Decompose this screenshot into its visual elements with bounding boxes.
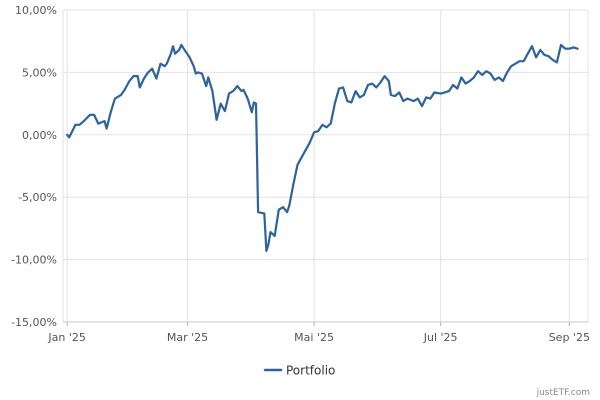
y-tick-label: 0,00% <box>22 129 57 142</box>
x-tick-label: Mai '25 <box>294 331 334 344</box>
x-tick-label: Sep '25 <box>549 331 590 344</box>
y-tick-label: -10,00% <box>11 254 57 267</box>
x-tick-label: Jul '25 <box>423 331 458 344</box>
series-line-portfolio <box>66 43 579 252</box>
x-tick-label: Jan '25 <box>47 331 85 344</box>
credit-label: justETF.com <box>536 388 590 398</box>
y-tick-label: 10,00% <box>15 4 57 17</box>
y-tick-label: -15,00% <box>11 316 57 329</box>
x-tick-label: Mar '25 <box>167 331 208 344</box>
chart-series <box>66 43 579 252</box>
legend-label[interactable]: Portfolio <box>286 364 335 378</box>
y-axis-labels: 10,00% 5,00% 0,00% -5,00% -10,00% -15,00% <box>11 4 57 329</box>
x-axis-labels: Jan '25 Mar '25 Mai '25 Jul '25 Sep '25 <box>47 331 590 344</box>
y-tick-label: 5,00% <box>22 66 57 79</box>
chart-grid <box>62 9 589 326</box>
chart-legend[interactable]: Portfolio <box>263 364 335 378</box>
y-tick-label: -5,00% <box>18 191 57 204</box>
